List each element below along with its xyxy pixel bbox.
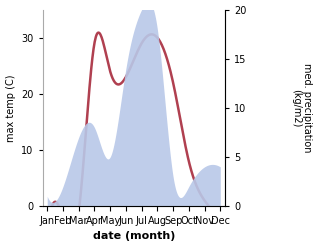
Y-axis label: max temp (C): max temp (C)	[5, 74, 16, 142]
Y-axis label: med. precipitation
(kg/m2): med. precipitation (kg/m2)	[291, 63, 313, 153]
X-axis label: date (month): date (month)	[93, 231, 175, 242]
